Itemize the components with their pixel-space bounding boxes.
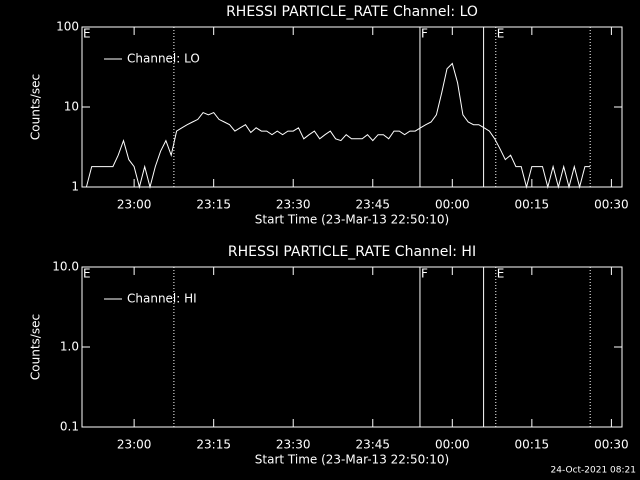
x-tick-label: 23:15 [196, 438, 231, 452]
marker-label: E [83, 267, 91, 281]
x-tick-label: 00:00 [435, 198, 470, 212]
x-tick-label: 23:00 [117, 198, 152, 212]
y-tick-label: 10 [64, 100, 79, 114]
y-axis-label: Counts/sec [29, 74, 43, 140]
y-axis-label: Counts/sec [29, 314, 43, 380]
x-tick-label: 23:45 [355, 198, 390, 212]
y-tick-label: 100 [56, 20, 79, 34]
marker-label: E [83, 27, 91, 41]
marker-label: F [421, 27, 428, 41]
chart-title: RHESSI PARTICLE_RATE Channel: LO [226, 4, 478, 20]
x-tick-label: 23:30 [276, 198, 311, 212]
marker-label: F [421, 267, 428, 281]
x-tick-label: 00:15 [515, 438, 550, 452]
x-tick-label: 23:45 [355, 438, 390, 452]
y-tick-label: 1 [71, 180, 79, 194]
x-tick-label: 00:00 [435, 438, 470, 452]
legend-label: Channel: LO [127, 52, 200, 66]
chart-title: RHESSI PARTICLE_RATE Channel: HI [228, 244, 476, 260]
y-tick-label: 0.1 [60, 420, 79, 434]
marker-label: E [497, 267, 505, 281]
timestamp: 24-Oct-2021 08:21 [551, 466, 636, 476]
x-tick-label: 00:30 [594, 198, 629, 212]
x-tick-label: 23:15 [196, 198, 231, 212]
data-line [85, 62, 591, 189]
y-tick-label: 1.0 [60, 340, 79, 354]
x-axis-label: Start Time (23-Mar-13 22:50:10) [255, 213, 449, 227]
x-tick-label: 23:30 [276, 438, 311, 452]
x-tick-label: 00:15 [515, 198, 550, 212]
y-tick-label: 10.0 [52, 260, 79, 274]
x-axis-label: Start Time (23-Mar-13 22:50:10) [255, 453, 449, 467]
legend-label: Channel: HI [127, 292, 197, 306]
marker-label: E [497, 27, 505, 41]
x-tick-label: 00:30 [594, 438, 629, 452]
x-tick-label: 23:00 [117, 438, 152, 452]
